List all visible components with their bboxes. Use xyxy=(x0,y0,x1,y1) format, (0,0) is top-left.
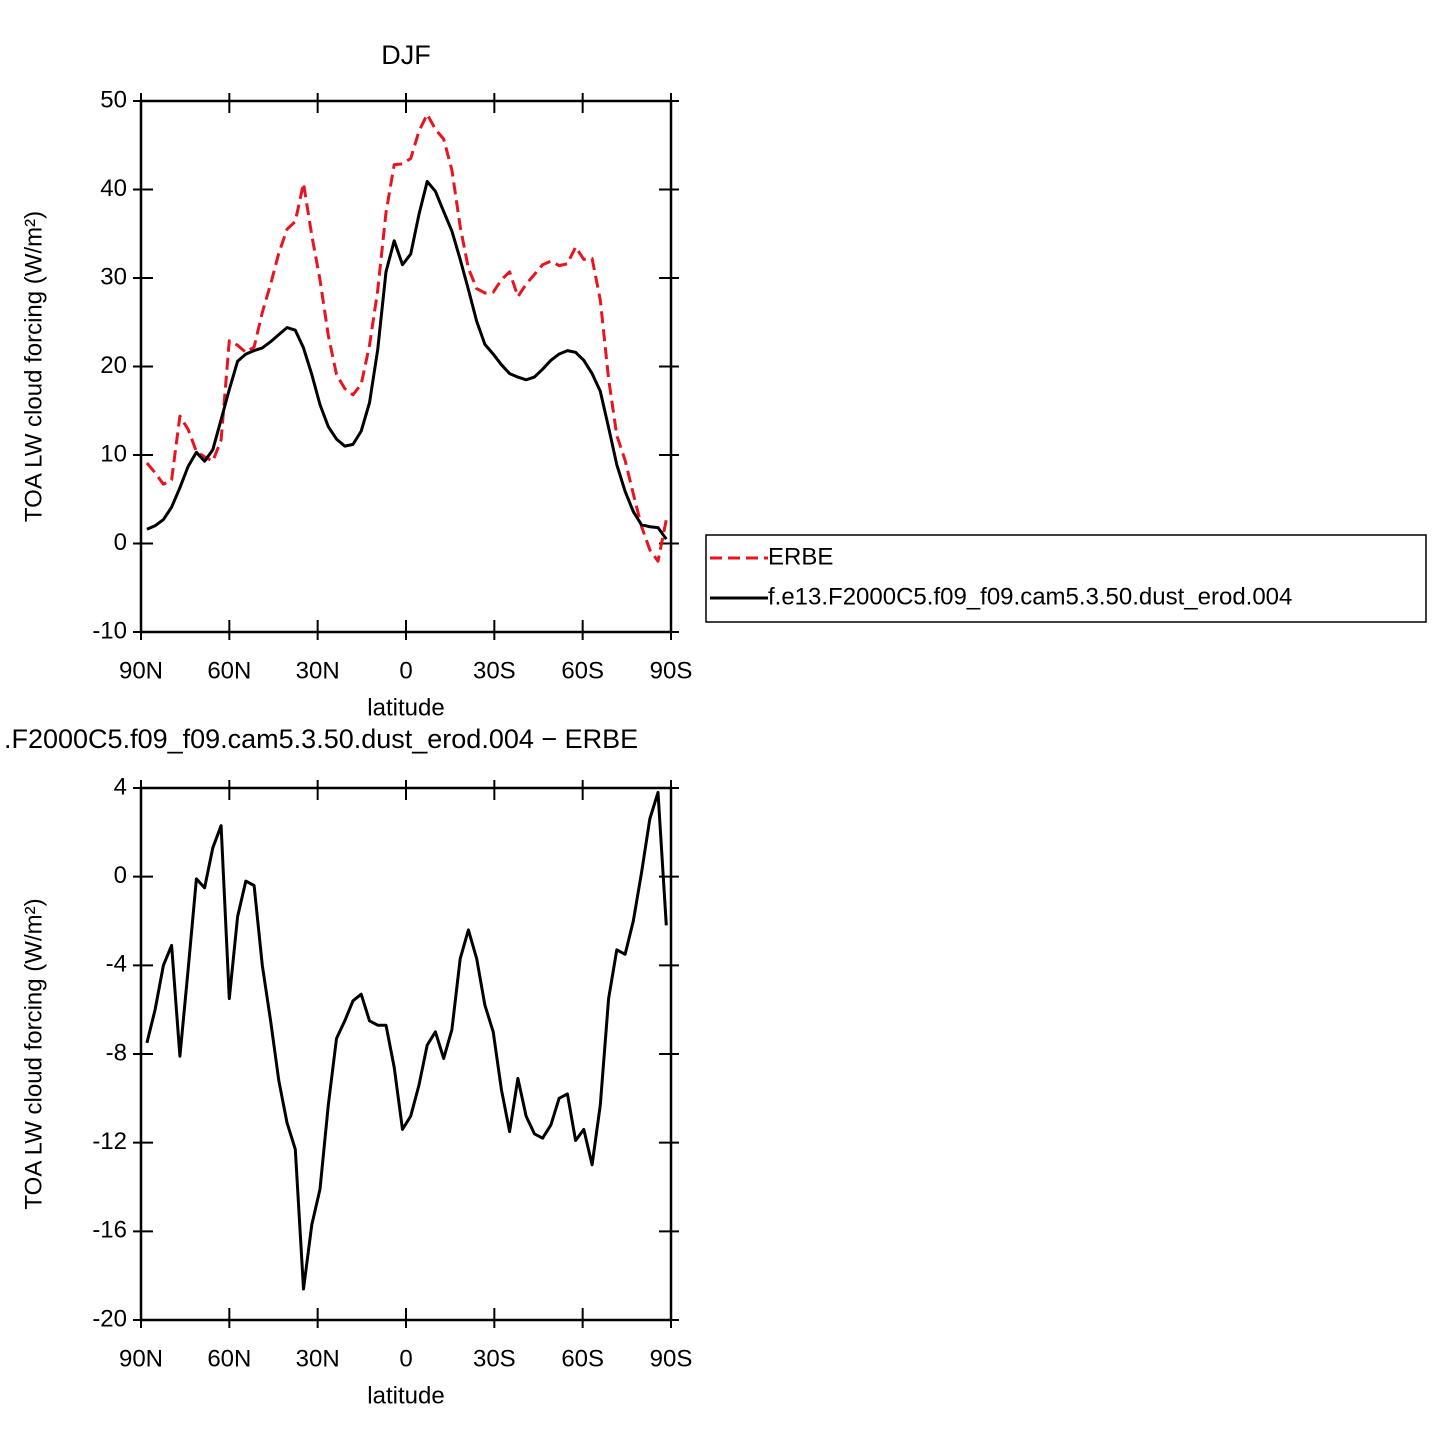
x-tick-label: 90N xyxy=(119,657,163,684)
y-tick-label: 20 xyxy=(100,352,127,379)
y-tick-label: 0 xyxy=(114,529,127,556)
x-tick-label: 0 xyxy=(399,1345,412,1372)
x-tick-label: 30N xyxy=(296,657,340,684)
y-tick-label: 50 xyxy=(100,86,127,113)
data-line xyxy=(145,112,668,563)
legend-box xyxy=(705,534,1427,623)
legend-label: ERBE xyxy=(768,543,833,570)
x-tick-label: 0 xyxy=(399,657,412,684)
x-tick-label: 90S xyxy=(650,1345,693,1372)
y-tick-label: 30 xyxy=(100,263,127,290)
chart-title: DJF xyxy=(381,40,431,70)
y-tick-label: -12 xyxy=(92,1128,127,1155)
y-tick-label: 4 xyxy=(114,773,127,800)
y-axis-label: TOA LW cloud forcing (W/m²) xyxy=(20,898,47,1209)
x-tick-label: 60S xyxy=(561,657,604,684)
y-tick-label: -4 xyxy=(106,951,127,978)
y-tick-label: -20 xyxy=(92,1305,127,1332)
y-tick-label: 0 xyxy=(114,862,127,889)
data-line xyxy=(145,790,668,1291)
y-tick-label: 40 xyxy=(100,175,127,202)
x-tick-label: 60N xyxy=(207,1345,251,1372)
y-tick-label: -10 xyxy=(92,617,127,644)
x-tick-label: 60S xyxy=(561,1345,604,1372)
x-tick-label: 60N xyxy=(207,657,251,684)
y-tick-label: -8 xyxy=(106,1039,127,1066)
plot-frame xyxy=(139,786,673,1322)
y-tick-label: -16 xyxy=(92,1217,127,1244)
y-tick-label: 10 xyxy=(100,440,127,467)
x-axis-label: latitude xyxy=(367,1382,444,1409)
x-tick-label: 90S xyxy=(650,657,693,684)
chart-title: .F2000C5.f09_f09.cam5.3.50.dust_erod.004… xyxy=(4,724,638,754)
x-tick-label: 30S xyxy=(473,1345,516,1372)
data-line xyxy=(146,180,668,540)
x-tick-label: 90N xyxy=(119,1345,163,1372)
y-axis-label: TOA LW cloud forcing (W/m²) xyxy=(20,211,47,522)
legend-label: f.e13.F2000C5.f09_f09.cam5.3.50.dust_ero… xyxy=(768,583,1292,610)
x-tick-label: 30N xyxy=(296,1345,340,1372)
plot-frame xyxy=(139,99,673,634)
x-tick-label: 30S xyxy=(473,657,516,684)
x-axis-label: latitude xyxy=(367,694,444,721)
